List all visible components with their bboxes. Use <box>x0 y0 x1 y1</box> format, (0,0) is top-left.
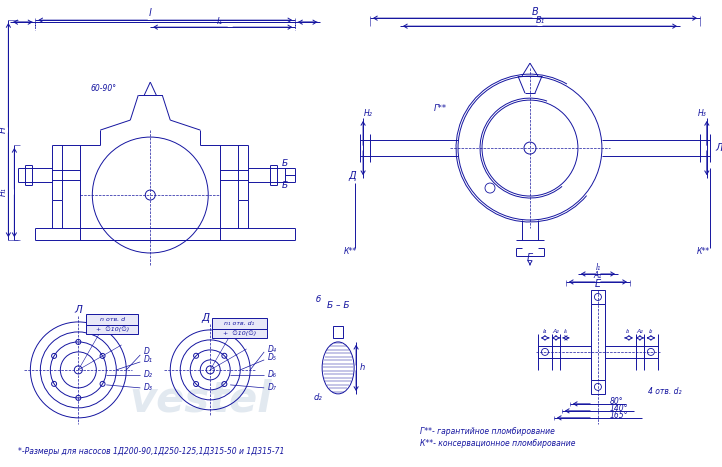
Text: Л: Л <box>715 143 722 153</box>
Text: 80°: 80° <box>610 397 624 406</box>
Bar <box>87 314 139 325</box>
Text: Е: Е <box>527 253 533 263</box>
Text: d₂: d₂ <box>314 393 323 403</box>
Text: B₁: B₁ <box>536 16 544 25</box>
Bar <box>538 346 552 358</box>
Bar <box>333 326 343 338</box>
Text: l₂: l₂ <box>649 329 653 334</box>
Text: К**: К** <box>344 248 357 256</box>
Text: n₁ отв. d₁: n₁ отв. d₁ <box>224 321 254 326</box>
Text: Г**- гарантийное пломбирование: Г**- гарантийное пломбирование <box>420 427 555 436</box>
Text: +  ∅10(∅): + ∅10(∅) <box>96 326 129 332</box>
Bar <box>591 290 605 304</box>
Text: D₆: D₆ <box>268 370 277 379</box>
Text: l₄: l₄ <box>543 329 547 334</box>
Bar <box>212 318 267 329</box>
Text: Л: Л <box>74 305 82 315</box>
Text: l₁: l₁ <box>217 17 223 26</box>
Bar <box>644 346 658 358</box>
Text: D₅: D₅ <box>268 354 277 362</box>
Text: Б: Б <box>282 181 288 190</box>
Text: H₁: H₁ <box>0 188 8 197</box>
Text: l₅: l₅ <box>564 329 568 334</box>
Text: l₁: l₁ <box>596 263 601 272</box>
Text: Б: Б <box>282 159 288 168</box>
Text: К**- консервационное пломбирование: К**- консервационное пломбирование <box>420 439 575 448</box>
Text: 60-90°: 60-90° <box>90 84 116 92</box>
Text: D₃: D₃ <box>144 383 153 392</box>
Text: Б – Б: Б – Б <box>327 301 349 311</box>
Text: h: h <box>360 363 365 372</box>
Text: n отв. d: n отв. d <box>100 318 125 322</box>
Text: D₂: D₂ <box>144 370 153 379</box>
Text: Г**: Г** <box>433 104 447 113</box>
Text: *-Размеры для насосов 1Д200-90,1Д250-125,1Д315-50 и 1Д315-71: *-Размеры для насосов 1Д200-90,1Д250-125… <box>18 447 284 456</box>
Text: D₄: D₄ <box>268 346 277 354</box>
Text: l: l <box>149 8 152 18</box>
Text: К**: К** <box>697 248 710 256</box>
Ellipse shape <box>322 342 354 394</box>
Text: 4 отв. d₂: 4 отв. d₂ <box>648 387 682 396</box>
Text: vestel: vestel <box>129 379 271 421</box>
Text: H₂: H₂ <box>364 109 373 118</box>
Bar <box>591 380 605 394</box>
Text: A₁: A₁ <box>593 271 602 281</box>
Text: D₇: D₇ <box>268 383 277 392</box>
Text: Д: Д <box>348 171 356 181</box>
Bar <box>87 325 139 334</box>
Text: +  ∅10(∅): + ∅10(∅) <box>222 330 256 336</box>
Text: B: B <box>531 7 539 17</box>
Text: H₃: H₃ <box>697 109 706 118</box>
Text: A₂: A₂ <box>552 329 560 334</box>
Text: A₂: A₂ <box>637 329 643 334</box>
Text: l₃: l₃ <box>626 329 630 334</box>
Text: б: б <box>316 296 321 304</box>
Text: Е: Е <box>595 279 601 289</box>
Text: D₁: D₁ <box>144 355 153 364</box>
Text: 165°: 165° <box>610 411 628 420</box>
Text: D: D <box>144 347 150 356</box>
Text: Д: Д <box>201 313 209 323</box>
Bar <box>212 329 267 338</box>
Text: 140°: 140° <box>610 404 628 413</box>
Text: H: H <box>0 127 8 134</box>
